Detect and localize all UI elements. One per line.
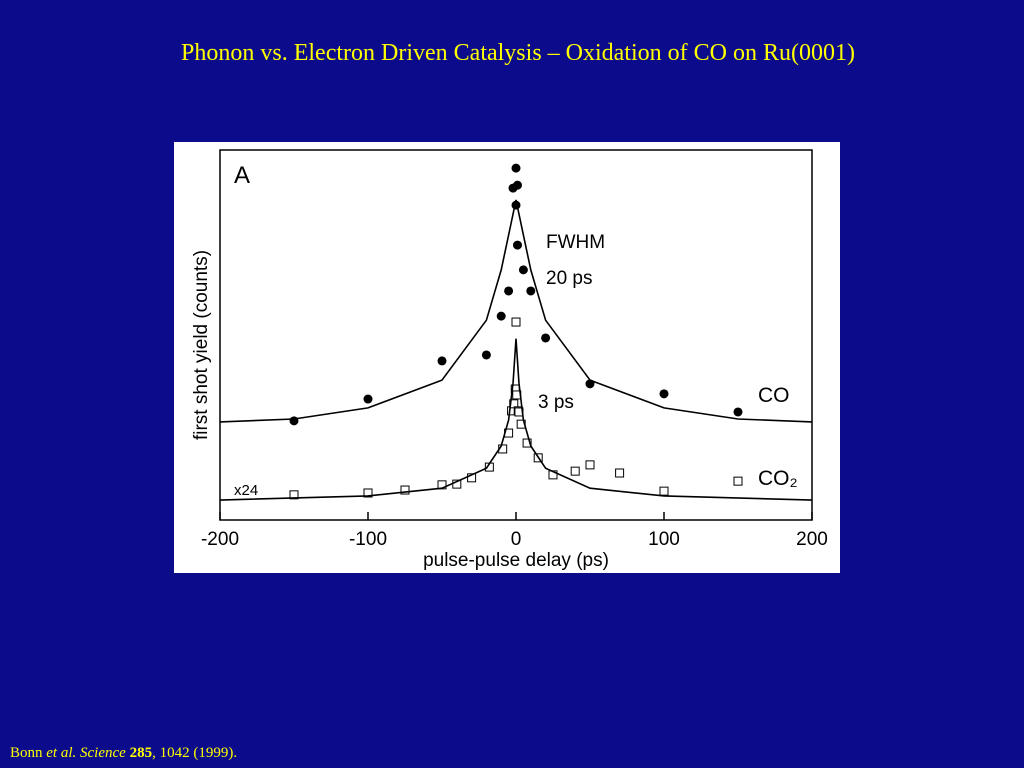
- co2-point: [511, 317, 521, 327]
- annotations: A FWHM 20 ps 3 ps CO CO₂ x24 pulse-pulse…: [191, 162, 798, 571]
- co2-point: [570, 466, 580, 476]
- citation-rest: , 1042 (1999).: [152, 745, 237, 761]
- figure-panel: [174, 142, 840, 573]
- slide-title: Phonon vs. Electron Driven Catalysis – O…: [181, 40, 855, 66]
- citation-volume: 285: [130, 745, 153, 761]
- co-point: [541, 333, 551, 343]
- fit-curve: [219, 199, 813, 423]
- co-point: [659, 389, 669, 399]
- co-point: [511, 163, 521, 173]
- panel-label: A: [234, 162, 250, 189]
- co2-point: [289, 490, 299, 500]
- citation-etal: et al.: [46, 745, 76, 761]
- x-tick-label: -100: [349, 529, 387, 550]
- co2-point: [615, 468, 625, 478]
- co-point: [518, 265, 528, 275]
- plot: -200 -100 0 100 200: [201, 163, 828, 550]
- scale-label: x24: [234, 482, 258, 499]
- co-width-label: 20 ps: [546, 268, 592, 289]
- co-point: [363, 394, 373, 404]
- x-tick-label: 0: [511, 529, 522, 550]
- citation: Bonn et al. Science 285, 1042 (1999).: [10, 745, 237, 761]
- co-label: CO: [758, 384, 790, 407]
- co2-width-label: 3 ps: [538, 392, 574, 413]
- co-point: [504, 286, 514, 296]
- co2-point: [585, 460, 595, 470]
- co-point: [481, 350, 491, 360]
- co-point: [526, 286, 536, 296]
- co-point: [512, 240, 522, 250]
- co2-label: CO₂: [758, 467, 798, 490]
- co2-point: [659, 486, 669, 496]
- co2-point: [363, 488, 373, 498]
- fwhm-label: FWHM: [546, 232, 605, 253]
- x-axis-label: pulse-pulse delay (ps): [423, 550, 609, 571]
- x-tick-label: 200: [796, 529, 828, 550]
- y-axis-label: first shot yield (counts): [191, 250, 212, 440]
- x-tick-label: 100: [648, 529, 680, 550]
- co-point: [496, 311, 506, 321]
- fit-curve: [219, 338, 813, 501]
- co2-point: [467, 473, 477, 483]
- co-point: [289, 416, 299, 426]
- citation-journal: Science: [80, 745, 126, 761]
- citation-author: Bonn: [10, 745, 43, 761]
- co-point: [437, 356, 447, 366]
- x-tick-label: -200: [201, 529, 239, 550]
- co-point: [512, 180, 522, 190]
- co2-point: [522, 438, 532, 448]
- co2-point: [400, 485, 410, 495]
- co2-point: [733, 476, 743, 486]
- co-point: [733, 407, 743, 417]
